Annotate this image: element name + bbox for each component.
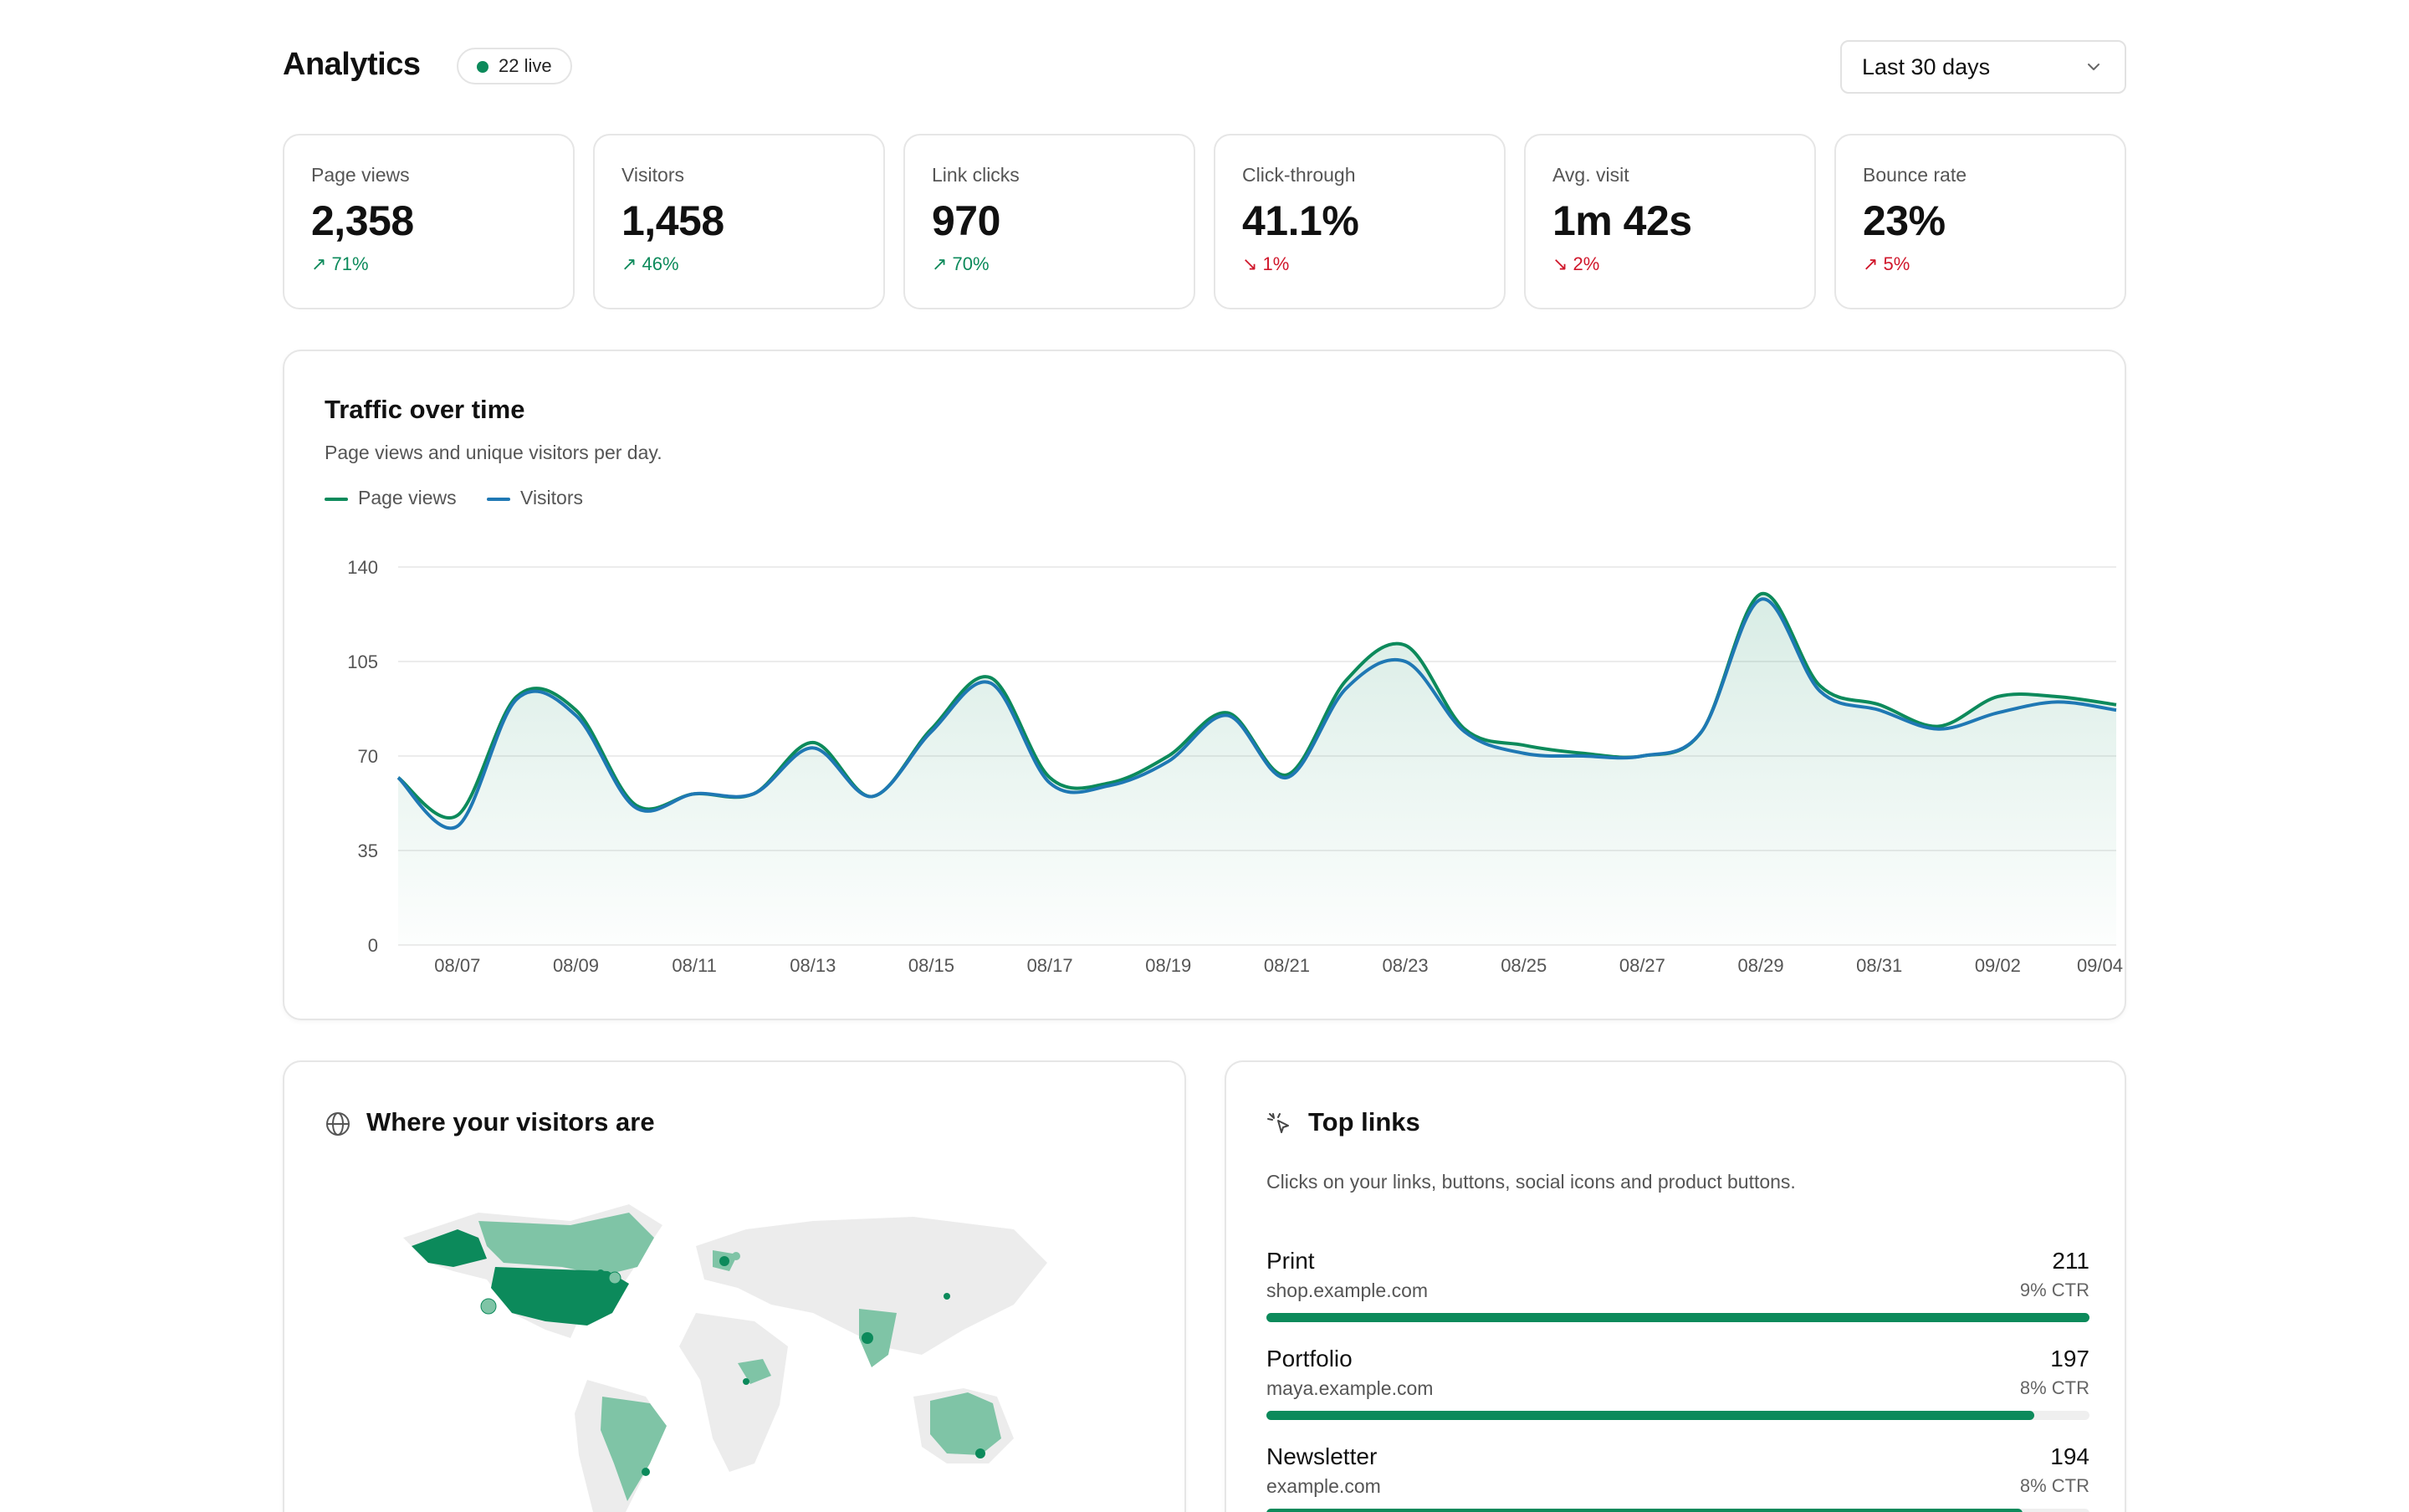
cursor-click-icon [1266,1111,1293,1142]
stat-card-avg-visit: Avg. visit 1m 42s ↘ 2% [1524,134,1816,309]
stat-value: 1,458 [621,197,724,244]
link-count: 211 [2052,1248,2089,1274]
link-bar-track [1266,1411,2089,1420]
link-row-newsletter[interactable]: Newsletter 194 example.com 8% CTR [1266,1443,2089,1512]
stat-card-click-through: Click-through 41.1% ↘ 1% [1214,134,1506,309]
page-header: Analytics 22 live Last 30 days [283,40,2126,94]
link-ctr: 9% CTR [2019,1280,2089,1300]
link-ctr: 8% CTR [2019,1377,2089,1398]
stat-value: 1m 42s [1552,197,1692,244]
stat-change: ↗ 5% [1863,253,1910,274]
legend-label: Visitors [520,487,584,508]
live-visitors-badge: 22 live [457,48,572,84]
map-title: Where your visitors are [366,1107,655,1137]
stat-value: 2,358 [311,197,414,244]
world-map [403,1204,1047,1512]
live-count-label: 22 live [499,55,552,76]
visitors-line [396,597,2117,830]
globe-icon [325,1111,351,1142]
stat-change: ↗ 70% [932,253,990,274]
y-tick-label: 0 [368,935,378,956]
y-tick-label: 105 [347,651,378,672]
link-bar-track [1266,1313,2089,1322]
y-tick-label: 140 [347,557,378,578]
x-tick-label: 08/09 [553,955,599,976]
legend-label: Page views [358,487,457,508]
page-views-area [398,593,2116,945]
top-links-subtitle: Clicks on your links, buttons, social ic… [1266,1171,1796,1193]
traffic-chart: 0 35 70 105 140 08/07 08/09 08/11 08/13 08/15 08/1… [347,557,2123,976]
legend-swatch-icon [325,497,348,501]
x-tick-label: 08/27 [1619,955,1665,976]
stat-label: Bounce rate [1863,164,1967,186]
x-tick-label: 08/13 [790,955,836,976]
link-bar-fill [1266,1509,2023,1512]
y-tick-label: 35 [358,840,378,861]
stat-label: Page views [311,164,410,186]
stat-change: ↘ 2% [1552,253,1600,274]
chart-legend: Page views Visitors [325,487,608,509]
stats-row: Page views 2,358 ↗ 71% Visitors 1,458 ↗ … [283,134,2126,309]
page-title: Analytics [283,47,421,82]
x-tick-label: 08/15 [908,955,954,976]
link-ctr: 8% CTR [2019,1475,2089,1496]
legend-page-views: Page views [325,487,457,509]
x-tick-label: 08/21 [1264,955,1310,976]
link-domain: shop.example.com [1266,1280,1429,1301]
stat-label: Link clicks [932,164,1020,186]
stat-value: 970 [932,197,1000,244]
date-range-select[interactable]: Last 30 days [1840,40,2126,94]
traffic-card: 0 35 70 105 140 08/07 08/09 08/11 08/13 08/15 08/1… [283,350,2126,1020]
stat-change: ↘ 1% [1242,253,1290,274]
stat-value: 41.1% [1242,197,1359,244]
x-tick-label: 08/11 [672,955,716,976]
link-name: Portfolio [1266,1346,1353,1372]
y-tick-label: 70 [358,746,378,767]
link-name: Print [1266,1248,1315,1274]
link-bar-track [1266,1509,2089,1512]
top-links-title: Top links [1308,1107,1420,1137]
x-tick-label: 08/17 [1027,955,1073,976]
x-tick-label: 08/19 [1145,955,1191,976]
visitors-map-card: Where your visitors are [283,1060,1186,1512]
stat-label: Click-through [1242,164,1356,186]
link-bar-fill [1266,1411,2035,1420]
link-row-portfolio[interactable]: Portfolio 197 maya.example.com 8% CTR [1266,1346,2089,1429]
stat-value: 23% [1863,197,1946,244]
chevron-down-icon [2084,42,2103,111]
stat-label: Avg. visit [1552,164,1629,186]
stat-card-visitors: Visitors 1,458 ↗ 46% [593,134,885,309]
stat-label: Visitors [621,164,684,186]
top-links-card: Top links Clicks on your links, buttons,… [1225,1060,2126,1512]
link-name: Newsletter [1266,1443,1378,1469]
link-row-print[interactable]: Print 211 shop.example.com 9% CTR [1266,1248,2089,1331]
stat-change: ↗ 71% [311,253,369,274]
legend-visitors: Visitors [487,487,583,509]
x-tick-label: 08/31 [1856,955,1902,976]
link-bar-fill [1266,1313,2089,1322]
live-dot-icon [477,61,488,73]
link-count: 194 [2050,1443,2089,1469]
x-tick-label: 09/04 [2077,955,2123,976]
link-count: 197 [2050,1346,2089,1372]
x-tick-label: 08/25 [1501,955,1547,976]
link-domain: example.com [1266,1475,1381,1497]
date-range-value: Last 30 days [1862,54,1991,79]
link-domain: maya.example.com [1266,1377,1434,1399]
legend-swatch-icon [487,497,511,501]
x-tick-label: 08/07 [434,955,480,976]
stat-card-link-clicks: Link clicks 970 ↗ 70% [903,134,1195,309]
x-tick-label: 08/23 [1383,955,1429,976]
stat-change: ↗ 46% [621,253,679,274]
x-tick-label: 08/29 [1738,955,1784,976]
traffic-title: Traffic over time [325,395,525,424]
stat-card-page-views: Page views 2,358 ↗ 71% [283,134,575,309]
traffic-subtitle: Page views and unique visitors per day. [325,442,662,463]
x-tick-label: 09/02 [1975,955,2021,976]
stat-card-bounce-rate: Bounce rate 23% ↗ 5% [1834,134,2126,309]
